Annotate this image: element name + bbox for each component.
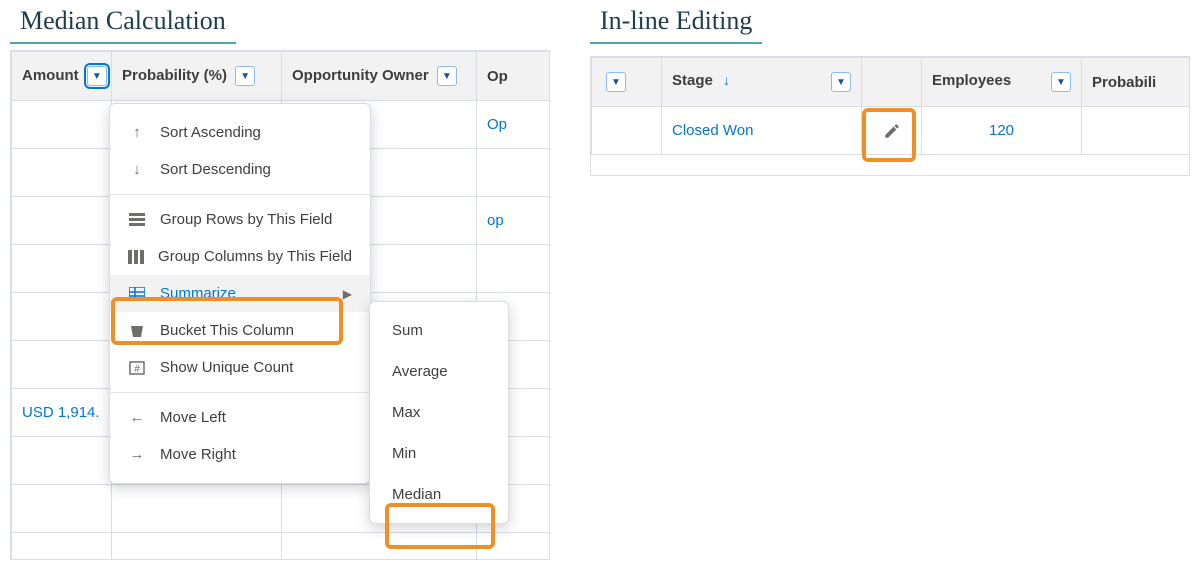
- col-owner-label: Opportunity Owner: [292, 67, 429, 84]
- menu-separator: [110, 392, 370, 393]
- section-title-median: Median Calculation: [10, 0, 236, 44]
- menu-label: Move Right: [160, 446, 236, 463]
- hash-icon: #: [128, 361, 146, 375]
- menu-separator: [110, 194, 370, 195]
- cell-edit[interactable]: [862, 107, 922, 155]
- section-title-inline: In-line Editing: [590, 0, 762, 44]
- menu-label: Bucket This Column: [160, 322, 294, 339]
- dropdown-icon[interactable]: ▼: [831, 72, 851, 92]
- col-employees-label: Employees: [932, 72, 1011, 89]
- menu-move-right[interactable]: → Move Right: [110, 436, 370, 473]
- dropdown-icon-owner[interactable]: ▼: [437, 66, 457, 86]
- dropdown-icon[interactable]: ▼: [606, 72, 626, 92]
- dropdown-icon[interactable]: ▼: [1051, 72, 1071, 92]
- col-owner[interactable]: Opportunity Owner ▼: [282, 52, 477, 101]
- col-probability-label: Probabili: [1092, 74, 1156, 91]
- col-blank[interactable]: ▼: [592, 58, 662, 107]
- chevron-right-icon: ▶: [343, 287, 352, 301]
- col-stage-label: Stage: [672, 72, 713, 89]
- menu-summarize[interactable]: Summarize ▶: [110, 275, 370, 312]
- menu-sort-descending[interactable]: ↓ Sort Descending: [110, 151, 370, 188]
- menu-label: Summarize: [160, 285, 236, 302]
- menu-move-left[interactable]: ← Move Left: [110, 399, 370, 436]
- column-context-menu: ↑ Sort Ascending ↓ Sort Descending Group…: [109, 103, 371, 484]
- col-opp-label: Op: [487, 68, 508, 85]
- cell-amount: [12, 101, 112, 149]
- col-employees[interactable]: Employees ▼: [922, 58, 1082, 107]
- pencil-icon: [883, 122, 901, 140]
- menu-group-columns[interactable]: Group Columns by This Field: [110, 238, 370, 275]
- menu-label: Group Rows by This Field: [160, 211, 332, 228]
- menu-sort-ascending[interactable]: ↑ Sort Ascending: [110, 114, 370, 151]
- submenu-average[interactable]: Average: [370, 351, 508, 392]
- dropdown-icon-amount[interactable]: ▼: [87, 66, 107, 86]
- cell-probability: [1082, 107, 1191, 155]
- rows-icon: [128, 213, 146, 227]
- menu-unique-count[interactable]: # Show Unique Count: [110, 349, 370, 386]
- summarize-submenu: Sum Average Max Min Median: [369, 301, 509, 524]
- svg-text:#: #: [134, 364, 140, 375]
- cell-amount: USD 1,914.: [12, 389, 112, 437]
- inline-table-container: ▼ Stage ↓ ▼ Employees ▼ Probabili: [590, 56, 1190, 176]
- menu-label: Move Left: [160, 409, 226, 426]
- menu-group-rows[interactable]: Group Rows by This Field: [110, 201, 370, 238]
- dropdown-icon-probability[interactable]: ▼: [235, 66, 255, 86]
- col-probability[interactable]: Probabili: [1082, 58, 1191, 107]
- bucket-icon: [128, 324, 146, 338]
- table-row: Closed Won 120: [592, 107, 1191, 155]
- menu-label: Group Columns by This Field: [158, 248, 352, 265]
- arrow-down-icon: ↓: [128, 161, 146, 178]
- submenu-max[interactable]: Max: [370, 392, 508, 433]
- col-probability[interactable]: Probability (%) ▼: [112, 52, 282, 101]
- median-table-container: Amount ▼ Probability (%) ▼ Opportunity O…: [10, 50, 550, 560]
- submenu-median[interactable]: Median: [370, 474, 508, 515]
- columns-icon: [128, 250, 144, 264]
- col-opp[interactable]: Op: [477, 52, 551, 101]
- menu-label: Sort Descending: [160, 161, 271, 178]
- sort-down-icon: ↓: [723, 72, 730, 88]
- report-table-right: ▼ Stage ↓ ▼ Employees ▼ Probabili: [591, 57, 1190, 155]
- summarize-icon: [128, 287, 146, 301]
- cell-stage[interactable]: Closed Won: [662, 107, 862, 155]
- menu-label: Show Unique Count: [160, 359, 293, 376]
- cell-employees[interactable]: 120: [922, 107, 1082, 155]
- arrow-left-icon: ←: [128, 409, 146, 426]
- col-amount-label: Amount: [22, 67, 79, 84]
- col-probability-label: Probability (%): [122, 67, 227, 84]
- arrow-right-icon: →: [128, 446, 146, 463]
- table-row: [12, 533, 551, 561]
- col-amount[interactable]: Amount ▼: [12, 52, 112, 101]
- col-edit: [862, 58, 922, 107]
- col-stage[interactable]: Stage ↓ ▼: [662, 58, 862, 107]
- arrow-up-icon: ↑: [128, 124, 146, 141]
- menu-bucket[interactable]: Bucket This Column: [110, 312, 370, 349]
- cell-blank: [592, 107, 662, 155]
- submenu-min[interactable]: Min: [370, 433, 508, 474]
- cell: Op: [477, 101, 551, 149]
- menu-label: Sort Ascending: [160, 124, 261, 141]
- submenu-sum[interactable]: Sum: [370, 310, 508, 351]
